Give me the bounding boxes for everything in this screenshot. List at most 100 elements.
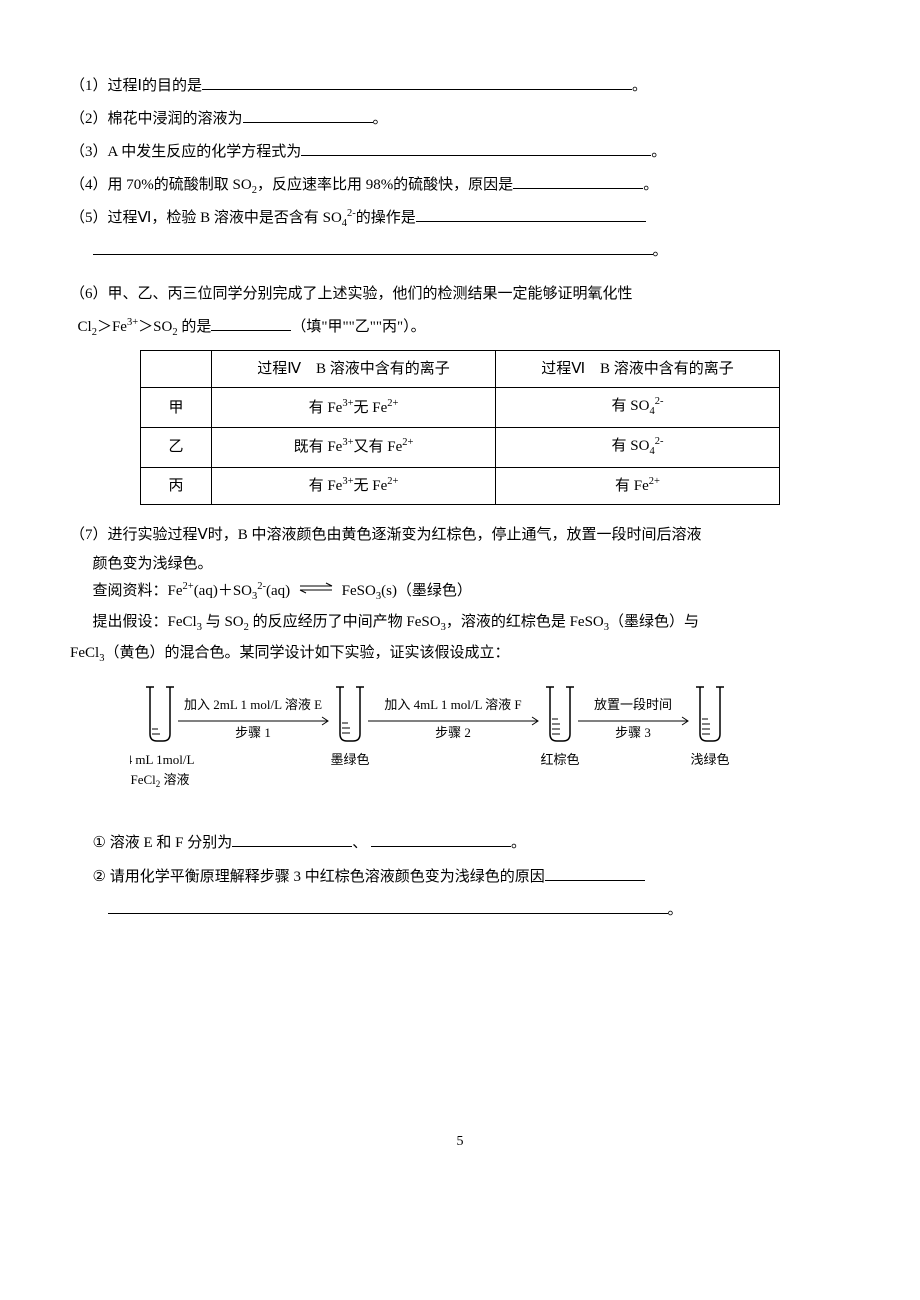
q5-sub4: 4 — [342, 218, 347, 229]
q1-tail: 。 — [632, 78, 647, 94]
row3-c1: 有 Fe3+无 Fe2+ — [212, 467, 496, 504]
step2-bot: 步骤 2 — [435, 725, 471, 740]
question-7-sub2-line2: 。 — [70, 894, 850, 927]
q7-sub2-tail: 。 — [668, 902, 683, 918]
q7-num: （7） — [70, 527, 108, 543]
table-row: 丙 有 Fe3+无 Fe2+ 有 Fe2+ — [141, 467, 780, 504]
row1-h: 甲 — [141, 388, 212, 428]
q7-sub1-sep: 、 — [352, 835, 367, 851]
arrow-step1-icon — [178, 717, 328, 725]
test-tube-1-icon — [146, 687, 174, 741]
q6-hint: （填"甲""乙""丙"）。 — [291, 319, 425, 335]
q5-sup: 2- — [347, 208, 356, 219]
q7-sub2-blank2[interactable] — [108, 899, 668, 914]
arrow-step3-icon — [578, 717, 688, 725]
q1-blank[interactable] — [202, 76, 632, 91]
tube2-cap: 墨绿色 — [330, 752, 369, 767]
question-7-line1b: 颜色变为浅绿色。 — [70, 552, 850, 576]
q3-num: （3） — [70, 144, 108, 160]
q5-text-a: 过程Ⅵ，检验 B 溶液中是否含有 SO — [108, 210, 342, 226]
row2-c1: 既有 Fe3+又有 Fe2+ — [212, 428, 496, 468]
q3-blank[interactable] — [301, 142, 651, 157]
question-7-line1: （7）进行实验过程Ⅴ时，B 中溶液颜色由黄色逐渐变为红棕色，停止通气，放置一段时… — [70, 519, 850, 552]
tube1-cap-a: 4 mL 1mol/L — [130, 752, 194, 767]
q4-text-a: 用 70%的硫酸制取 SO — [108, 177, 252, 193]
question-6-line2: Cl2＞Fe3+＞SO2 的是（填"甲""乙""丙"）。 — [70, 311, 850, 344]
q7-ref-label: 查阅资料： — [93, 583, 168, 599]
step2-top: 加入 4mL 1 mol/L 溶液 F — [384, 697, 521, 712]
diagram-svg: 加入 2mL 1 mol/L 溶液 E 步骤 1 加入 4mL 1 mol/L … — [130, 679, 810, 809]
q5-num: （5） — [70, 210, 108, 226]
q6-blank[interactable] — [211, 317, 291, 332]
q2-num: （2） — [70, 111, 108, 127]
results-table: 过程Ⅳ B 溶液中含有的离子 过程Ⅵ B 溶液中含有的离子 甲 有 Fe3+无 … — [140, 350, 780, 505]
question-2: （2）棉花中浸润的溶液为 。 — [70, 103, 850, 136]
q7-sub2-num: ② — [93, 868, 106, 885]
table-corner — [141, 351, 212, 388]
table-row: 乙 既有 Fe3+又有 Fe2+ 有 SO42- — [141, 428, 780, 468]
step1-bot: 步骤 1 — [235, 725, 271, 740]
q7-sub2-blank[interactable] — [545, 866, 645, 881]
q3-tail: 。 — [651, 144, 666, 160]
test-tube-3-icon — [546, 687, 574, 741]
step3-bot: 步骤 3 — [615, 725, 651, 740]
q3-text: A 中发生反应的化学方程式为 — [108, 144, 302, 160]
q7-sub1-blank-f[interactable] — [371, 832, 511, 847]
row2-c2: 有 SO42- — [496, 428, 780, 468]
tube4-cap: 浅绿色 — [690, 752, 729, 767]
row1-c1: 有 Fe3+无 Fe2+ — [212, 388, 496, 428]
q1-num: （1） — [70, 78, 108, 94]
q6-text-a: 甲、乙、丙三位同学分别完成了上述实验，他们的检测结果一定能够证明氧化性 — [108, 286, 633, 302]
question-6-line1: （6）甲、乙、丙三位同学分别完成了上述实验，他们的检测结果一定能够证明氧化性 — [70, 278, 850, 311]
test-tube-2-icon — [336, 687, 364, 741]
step1-top: 加入 2mL 1 mol/L 溶液 E — [184, 697, 322, 712]
row3-c2: 有 Fe2+ — [496, 467, 780, 504]
q7-sub1-num: ① — [93, 834, 106, 851]
question-7-sub2: ② 请用化学平衡原理解释步骤 3 中红棕色溶液颜色变为浅绿色的原因 — [70, 860, 850, 894]
tube1-cap-b: FeCl2 溶液 — [130, 772, 189, 789]
experiment-diagram: 加入 2mL 1 mol/L 溶液 E 步骤 1 加入 4mL 1 mol/L … — [130, 679, 850, 822]
q7-hyp-label: 提出假设： — [93, 614, 168, 630]
q5-tail: 。 — [653, 243, 668, 259]
question-7-sub1: ① 溶液 E 和 F 分别为、 。 — [70, 826, 850, 860]
q6-fe: ＞Fe — [97, 319, 127, 335]
row3-h: 丙 — [141, 467, 212, 504]
q4-text-b: ，反应速率比用 98%的硫酸快，原因是 — [257, 177, 513, 193]
table-header-row: 过程Ⅳ B 溶液中含有的离子 过程Ⅵ B 溶液中含有的离子 — [141, 351, 780, 388]
q5-blank2[interactable] — [93, 241, 653, 256]
table-col1: 过程Ⅳ B 溶液中含有的离子 — [212, 351, 496, 388]
row2-h: 乙 — [141, 428, 212, 468]
q4-num: （4） — [70, 177, 108, 193]
q6-cl: Cl — [78, 319, 92, 335]
question-5-line2: 。 — [70, 235, 850, 268]
q7-sub2-text: 请用化学平衡原理解释步骤 3 中红棕色溶液颜色变为浅绿色的原因 — [106, 869, 545, 885]
test-tube-4-icon — [696, 687, 724, 741]
q2-tail: 。 — [373, 111, 388, 127]
arrow-step2-icon — [368, 717, 538, 725]
q6-so: ＞SO — [138, 319, 172, 335]
q2-blank[interactable] — [243, 109, 373, 124]
tube3-cap: 红棕色 — [540, 752, 579, 767]
question-4: （4）用 70%的硫酸制取 SO2，反应速率比用 98%的硫酸快，原因是。 — [70, 169, 850, 202]
q2-text: 棉花中浸润的溶液为 — [108, 111, 243, 127]
q5-text-b: 的操作是 — [356, 210, 416, 226]
table-row: 甲 有 Fe3+无 Fe2+ 有 SO42- — [141, 388, 780, 428]
q4-tail: 。 — [643, 177, 658, 193]
question-3: （3）A 中发生反应的化学方程式为 。 — [70, 136, 850, 169]
page-number: 5 — [70, 1127, 850, 1158]
q4-blank[interactable] — [513, 175, 643, 190]
q6-post: 的是 — [178, 319, 212, 335]
q7-l1: 进行实验过程Ⅴ时，B 中溶液颜色由黄色逐渐变为红棕色，停止通气，放置一段时间后溶… — [108, 527, 702, 543]
table-col2: 过程Ⅵ B 溶液中含有的离子 — [496, 351, 780, 388]
q7-l1b: 颜色变为浅绿色。 — [93, 556, 213, 572]
q6-num: （6） — [70, 286, 108, 302]
equilibrium-arrow-icon — [298, 576, 334, 606]
q5-blank[interactable] — [416, 208, 646, 223]
question-1: （1）过程Ⅰ的目的是 。 — [70, 70, 850, 103]
q7-sub1-tail: 。 — [511, 835, 526, 851]
row1-c2: 有 SO42- — [496, 388, 780, 428]
question-7-ref: 查阅资料：Fe2+(aq)＋SO32-(aq) FeSO3(s)（墨绿色） — [70, 576, 850, 607]
q1-text: 过程Ⅰ的目的是 — [108, 78, 202, 94]
question-7-hyp2: FeCl3（黄色）的混合色。某同学设计如下实验，证实该假设成立： — [70, 638, 850, 669]
q7-sub1-blank-e[interactable] — [232, 832, 352, 847]
